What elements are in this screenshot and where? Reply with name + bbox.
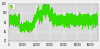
Legend: Tj, Tc: Tj, Tc (9, 4, 15, 9)
